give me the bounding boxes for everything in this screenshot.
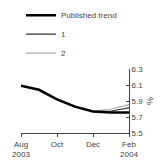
svg-text:6.3: 6.3: [132, 65, 144, 74]
svg-text:5.5: 5.5: [132, 129, 144, 138]
svg-text:Dec: Dec: [86, 140, 100, 149]
svg-text:6.1: 6.1: [132, 81, 144, 90]
svg-text:2: 2: [61, 49, 66, 58]
svg-text:1: 1: [61, 30, 66, 39]
svg-text:Aug2003: Aug2003: [12, 140, 30, 159]
svg-text:Oct: Oct: [51, 140, 64, 149]
svg-text:Feb2004: Feb2004: [120, 140, 138, 159]
svg-text:Published trend: Published trend: [61, 11, 117, 20]
svg-text:5.7: 5.7: [132, 113, 144, 122]
svg-text:5.9: 5.9: [132, 97, 144, 106]
svg-text:%: %: [145, 97, 155, 105]
